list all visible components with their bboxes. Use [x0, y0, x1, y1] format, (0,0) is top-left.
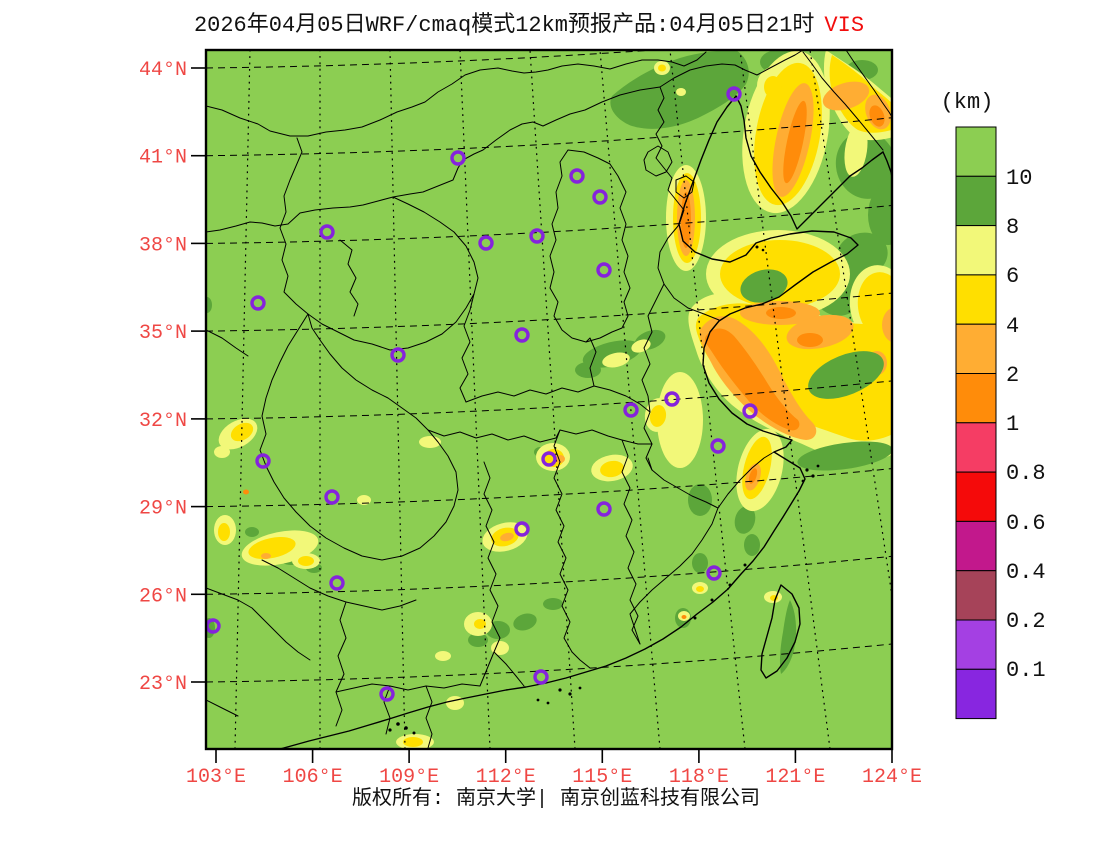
colorbar-segment	[955, 225, 997, 276]
lon-label: 106°E	[283, 766, 343, 789]
colorbar-tick: 0.2	[1006, 609, 1046, 634]
city-marker	[742, 403, 758, 419]
city-marker	[390, 347, 406, 363]
lat-label: 35°N	[139, 322, 187, 345]
lon-label: 103°E	[186, 766, 246, 789]
colorbar-tick: 1	[1006, 412, 1019, 437]
colorbar-tick: 10	[1006, 166, 1032, 191]
colorbar-tick: 0.4	[1006, 560, 1046, 585]
lon-label: 121°E	[765, 766, 825, 789]
colorbar-unit-title: (km)	[941, 90, 994, 115]
city-marker	[514, 521, 530, 537]
colorbar-segment	[955, 520, 997, 572]
lat-label: 26°N	[139, 585, 187, 608]
city-marker	[319, 224, 335, 240]
copyright-text: 版权所有: 南京大学| 南京创蓝科技有限公司	[352, 786, 760, 811]
city-marker	[726, 86, 742, 102]
colorbar-tick: 4	[1006, 314, 1019, 339]
map-frame	[204, 48, 894, 751]
lat-label: 44°N	[139, 59, 187, 82]
city-marker	[379, 686, 395, 702]
city-marker	[450, 150, 466, 166]
coastline	[279, 95, 892, 749]
title-variable-vis: VIS	[824, 13, 864, 38]
colorbar-segment	[955, 373, 997, 424]
city-marker	[541, 451, 557, 467]
city-marker	[569, 168, 585, 184]
latitude-axis: 44°N 41°N 38°N 35°N 32°N 29°N 26°N 23°N	[139, 59, 206, 696]
lat-label: 32°N	[139, 410, 187, 433]
city-marker	[664, 391, 680, 407]
colorbar-segment	[955, 323, 997, 375]
colorbar-tick: 0.8	[1006, 461, 1046, 486]
title-text: 2026年04月05日WRF/cmaq模式12km预报产品:04月05日21时	[194, 12, 814, 38]
longitude-axis: 103°E 106°E 109°E 112°E 115°E 118°E 121°…	[186, 749, 922, 789]
city-marker	[255, 453, 271, 469]
city-marker	[329, 575, 345, 591]
city-marker	[710, 438, 726, 454]
colorbar-segment	[955, 175, 997, 227]
city-marker	[596, 501, 612, 517]
city-marker	[324, 489, 340, 505]
colorbar-tick: 6	[1006, 264, 1019, 289]
city-marker	[250, 295, 266, 311]
taiwan-island	[760, 584, 801, 679]
lon-label: 118°E	[669, 766, 729, 789]
graticule	[206, 50, 892, 749]
colorbar-segment	[955, 668, 997, 720]
colorbar-segment	[955, 126, 997, 177]
coastal-islets	[388, 245, 820, 735]
lon-label: 124°E	[862, 766, 922, 789]
colorbar-legend: (km) 10 8 6 4 2 1 0.8 0.6 0.4 0.2 0.1	[941, 90, 1046, 720]
colorbar-segment	[955, 471, 997, 522]
visibility-1-2km-regions	[243, 100, 885, 619]
lat-label: 38°N	[139, 234, 187, 257]
colorbar-segment	[955, 274, 997, 325]
lon-label: 109°E	[379, 766, 439, 789]
colorbar-tick: 8	[1006, 215, 1019, 240]
colorbar-tick: 2	[1006, 363, 1019, 388]
city-marker	[592, 189, 608, 205]
lat-label: 23°N	[139, 673, 187, 696]
city-markers	[206, 86, 758, 702]
city-marker	[514, 327, 530, 343]
colorbar-segment	[955, 422, 997, 473]
city-marker	[529, 228, 545, 244]
map-body	[206, 50, 892, 749]
city-marker	[596, 262, 612, 278]
colorbar-tick: 0.1	[1006, 658, 1046, 683]
city-marker	[533, 669, 549, 685]
colorbar-segment	[955, 570, 997, 621]
lon-label: 115°E	[572, 766, 632, 789]
lat-label: 41°N	[139, 147, 187, 170]
city-marker	[706, 565, 722, 581]
colorbar-segment	[955, 619, 997, 670]
lon-label: 112°E	[476, 766, 536, 789]
lat-label: 29°N	[139, 498, 187, 521]
city-marker	[478, 235, 494, 251]
province-boundaries	[206, 50, 892, 749]
dark-green-overlays	[740, 269, 892, 674]
colorbar-tick: 0.6	[1006, 511, 1046, 536]
city-marker	[623, 402, 639, 418]
page-title: 2026年04月05日WRF/cmaq模式12km预报产品:04月05日21时 V…	[194, 12, 864, 38]
